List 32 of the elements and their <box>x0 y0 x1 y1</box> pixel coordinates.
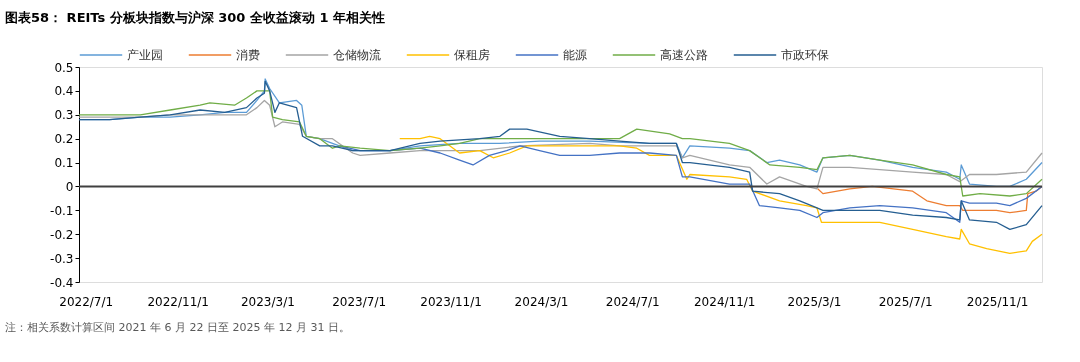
chart-title: 图表58： REITs 分板块指数与沪深 300 全收益滚动 1 年相关性 <box>5 10 386 25</box>
y-tick-label: -0.1 <box>50 203 74 218</box>
y-tick-label: -0.4 <box>50 275 74 290</box>
legend-label: 仓储物流 <box>333 48 381 62</box>
legend-label: 能源 <box>563 48 587 62</box>
y-tick-label: 0 <box>65 179 74 194</box>
x-tick-label: 2024/7/1 <box>605 294 660 309</box>
x-tick-label: 2023/3/1 <box>240 294 295 309</box>
y-tick-label: 0.2 <box>54 132 74 147</box>
y-tick-label: -0.2 <box>50 227 74 242</box>
text: 注：相关系数计算区间 2021 年 6 月 22 日至 2025 年 12 月 31 日。 <box>5 321 350 334</box>
legend-label: 高速公路 <box>660 48 708 62</box>
legend-label: 保租房 <box>454 48 490 62</box>
x-tick-label: 2025/3/1 <box>787 294 842 309</box>
y-tick-label: 0.4 <box>54 84 74 99</box>
x-tick-label: 2023/7/1 <box>332 294 387 309</box>
y-tick-label: 0.1 <box>54 156 74 171</box>
x-tick-label: 2023/11/1 <box>420 294 482 309</box>
x-tick-label: 2024/3/1 <box>514 294 569 309</box>
line-series <box>399 135 1043 254</box>
x-tick-label: 2025/11/1 <box>966 294 1029 309</box>
y-tick-label: -0.3 <box>50 251 74 266</box>
legend-label: 消费 <box>236 48 260 62</box>
y-tick-label: 0.3 <box>54 108 74 123</box>
x-tick-label: 2022/11/1 <box>147 294 209 309</box>
legend-label: 产业园 <box>127 48 163 62</box>
x-tick-label: 2025/7/1 <box>878 294 933 309</box>
x-tick-label: 2022/7/1 <box>59 294 114 309</box>
y-tick-label: 0.5 <box>54 60 74 75</box>
legend-label: 市政环保 <box>781 48 829 62</box>
line-series <box>78 80 1043 231</box>
x-tick-label: 2024/11/1 <box>693 294 756 309</box>
